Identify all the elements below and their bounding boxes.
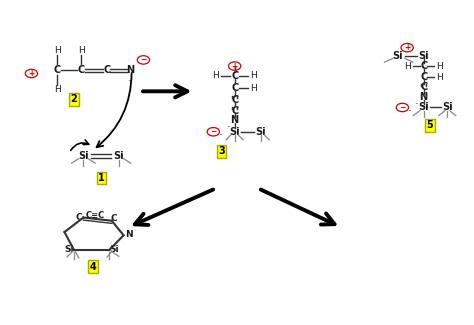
Text: ..: .. <box>414 97 419 106</box>
Text: Si: Si <box>442 102 453 112</box>
Text: 5: 5 <box>427 120 433 130</box>
Text: H: H <box>250 71 257 80</box>
Text: Si: Si <box>114 151 124 161</box>
Text: −: − <box>399 103 406 112</box>
Text: C: C <box>420 61 427 71</box>
Text: Si: Si <box>419 51 429 61</box>
Text: 4: 4 <box>90 262 96 272</box>
Text: ..: .. <box>218 128 223 137</box>
Text: Si: Si <box>392 51 403 61</box>
Text: C: C <box>420 83 427 92</box>
Text: Si: Si <box>64 245 74 254</box>
Text: C: C <box>75 213 82 222</box>
Text: +: + <box>404 43 410 52</box>
Text: −: − <box>210 127 217 136</box>
Text: N: N <box>419 92 428 102</box>
Text: 1: 1 <box>98 173 105 183</box>
Text: C: C <box>231 71 238 81</box>
Text: C: C <box>420 72 427 82</box>
Text: 2: 2 <box>71 94 77 104</box>
Text: Si: Si <box>78 151 89 161</box>
Text: H: H <box>54 46 61 55</box>
Text: 3: 3 <box>218 146 225 156</box>
Text: C: C <box>77 65 85 75</box>
Text: Si: Si <box>109 245 119 254</box>
Text: H: H <box>404 61 410 71</box>
Text: C: C <box>231 83 238 93</box>
Text: ..: .. <box>227 120 231 129</box>
Text: C: C <box>231 95 238 105</box>
Text: C: C <box>54 65 61 75</box>
Text: H: H <box>212 71 219 80</box>
Text: +: + <box>231 61 238 71</box>
Text: N: N <box>126 230 133 239</box>
Text: ..: .. <box>128 74 132 83</box>
Text: H: H <box>436 72 443 82</box>
Text: Si: Si <box>229 127 240 137</box>
Text: N: N <box>127 65 135 75</box>
Text: C: C <box>231 106 238 116</box>
Text: C: C <box>103 65 110 75</box>
Text: C≡C: C≡C <box>86 211 105 220</box>
Text: +: + <box>28 69 35 78</box>
Text: ..: .. <box>407 104 412 113</box>
Text: H: H <box>250 84 257 93</box>
Text: C: C <box>111 214 118 223</box>
Text: −: − <box>140 56 146 64</box>
Text: N: N <box>230 115 239 125</box>
Text: H: H <box>436 61 443 71</box>
Text: H: H <box>78 46 84 55</box>
Text: Si: Si <box>419 102 429 112</box>
Text: Si: Si <box>255 127 266 137</box>
Text: H: H <box>54 85 61 94</box>
